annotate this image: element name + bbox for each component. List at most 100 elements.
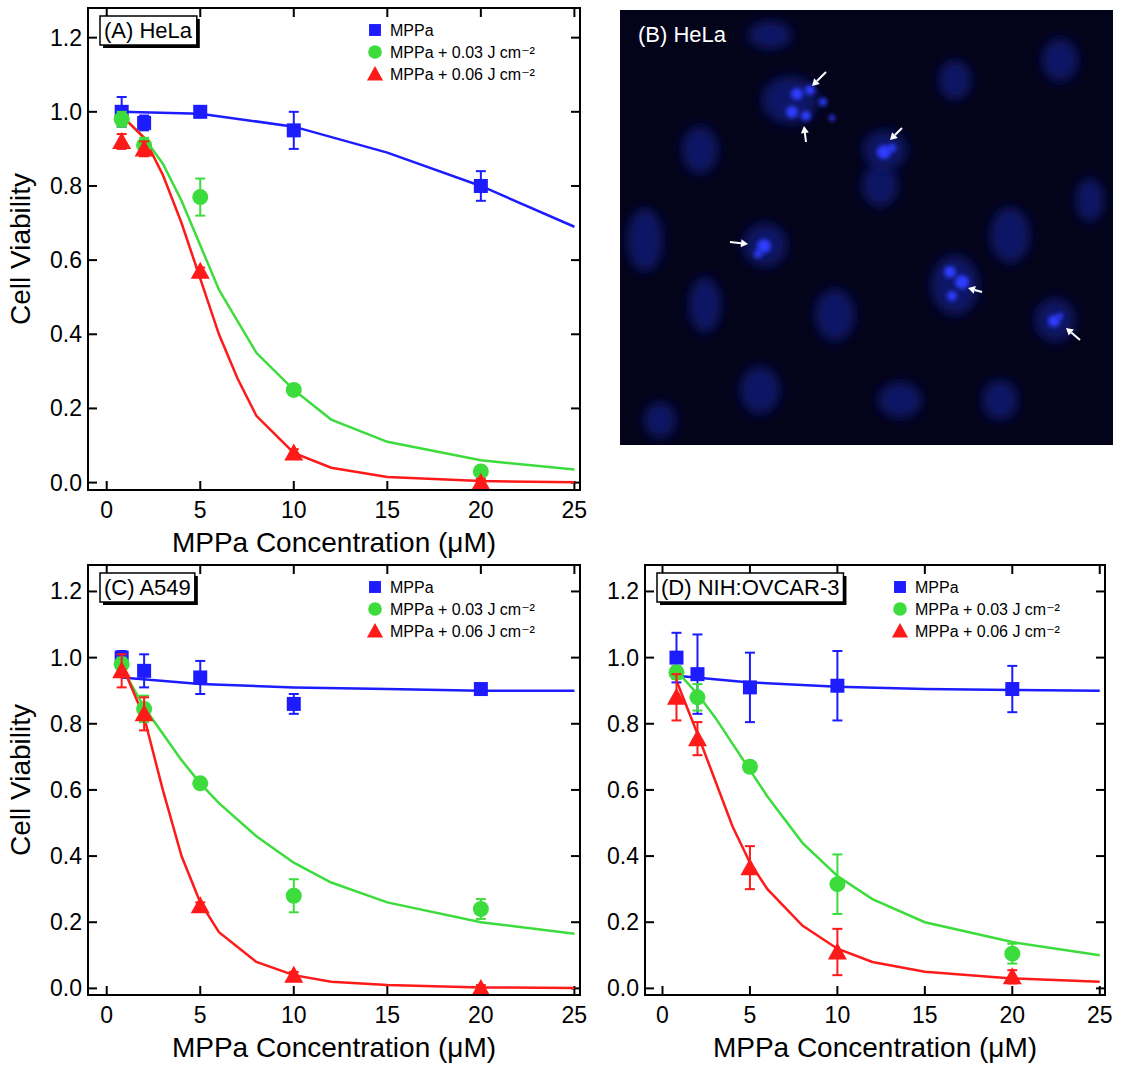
- y-tick-right: [1096, 590, 1105, 592]
- error-bar-cap: [832, 974, 842, 976]
- error-bar-cap: [117, 653, 127, 655]
- error-bar-cap: [1007, 943, 1017, 945]
- apoptotic-body: [786, 106, 798, 118]
- y-tick: [88, 333, 97, 335]
- apoptotic-body: [955, 275, 969, 289]
- y-tick-right: [571, 407, 580, 409]
- plot-area: [112, 97, 574, 490]
- error-bar-cap: [476, 898, 486, 900]
- arrow-head: [1066, 328, 1074, 336]
- error-bar-cap: [1007, 711, 1017, 713]
- fit-line: [676, 671, 1099, 955]
- panel: 05101520250.00.20.40.60.81.01.2MPPa Conc…: [5, 8, 587, 558]
- nucleus: [982, 380, 1018, 420]
- x-tick-label: 5: [194, 1002, 207, 1028]
- error-bar-cap: [139, 686, 149, 688]
- x-tick: [1011, 986, 1013, 995]
- image-content: [620, 10, 1113, 445]
- x-tick-top: [199, 565, 201, 574]
- nucleus: [862, 163, 898, 207]
- arrow-head: [812, 78, 820, 86]
- x-tick-label: 10: [281, 497, 307, 523]
- error-bar-cap: [117, 686, 127, 688]
- y-tick: [645, 723, 654, 725]
- y-tick: [645, 590, 654, 592]
- y-tick: [88, 723, 97, 725]
- data-point: [287, 123, 301, 137]
- nucleus: [1076, 178, 1104, 222]
- plot-area: [667, 633, 1100, 985]
- apoptotic-body: [754, 250, 762, 258]
- error-bar-cap: [692, 754, 702, 756]
- x-tick: [293, 481, 295, 490]
- x-tick-top: [293, 8, 295, 17]
- title-box: [657, 573, 843, 602]
- data-point: [135, 139, 154, 156]
- plot-frame: [88, 565, 580, 995]
- x-tick-top: [386, 565, 388, 574]
- fit-line: [122, 112, 575, 227]
- y-tick-right: [1096, 657, 1105, 659]
- error-bar-cap: [671, 632, 681, 634]
- figure: 05101520250.00.20.40.60.81.01.2MPPa Conc…: [0, 0, 1130, 1070]
- error-bar-cap: [745, 721, 755, 723]
- x-tick-top: [293, 565, 295, 574]
- data-point: [1003, 967, 1022, 984]
- legend-marker: [892, 623, 908, 637]
- legend-label: MPPa + 0.03 J cm⁻²: [390, 44, 536, 61]
- y-tick: [88, 407, 97, 409]
- arrow-shaft: [817, 72, 826, 81]
- y-tick: [645, 855, 654, 857]
- x-tick-label: 20: [1000, 1002, 1026, 1028]
- apoptotic-body: [1057, 313, 1063, 319]
- y-tick-label: 0.8: [607, 711, 639, 737]
- error-bar-cap: [671, 719, 681, 721]
- data-point: [191, 896, 210, 913]
- error-bar-cap: [745, 888, 755, 890]
- y-tick: [88, 789, 97, 791]
- data-point: [193, 670, 207, 684]
- x-tick-top: [386, 8, 388, 17]
- legend: MPPaMPPa + 0.03 J cm⁻²MPPa + 0.06 J cm⁻²: [367, 579, 536, 640]
- data-point: [112, 132, 131, 149]
- data-point: [471, 979, 490, 995]
- y-tick-right: [571, 37, 580, 39]
- x-axis-title: MPPa Concentration (μM): [713, 1032, 1037, 1063]
- arrow-shaft: [730, 242, 741, 243]
- legend-label: MPPa + 0.06 J cm⁻²: [915, 623, 1061, 640]
- legend-marker: [367, 66, 383, 80]
- x-tick-label: 0: [100, 1002, 113, 1028]
- y-tick-label: 0.0: [607, 975, 639, 1001]
- error-bar-cap: [195, 660, 205, 662]
- legend-label: MPPa: [390, 22, 434, 39]
- data-point: [192, 189, 208, 205]
- y-tick-label: 0.0: [50, 470, 82, 496]
- x-tick-top: [1011, 565, 1013, 574]
- error-bar-cap: [832, 928, 842, 930]
- apoptotic-body: [944, 266, 956, 278]
- legend-marker: [369, 581, 381, 593]
- legend-marker: [368, 602, 382, 616]
- apoptotic-body: [947, 291, 957, 301]
- y-tick-label: 0.4: [607, 843, 639, 869]
- fit-line: [122, 664, 575, 988]
- error-bar-cap: [692, 713, 702, 715]
- legend-label: MPPa: [390, 579, 434, 596]
- y-tick-right: [571, 185, 580, 187]
- error-bar-cap: [832, 853, 842, 855]
- error-bar-cap: [139, 653, 149, 655]
- error-bar-cap: [195, 215, 205, 217]
- data-point: [284, 966, 303, 983]
- data-point: [193, 105, 207, 119]
- x-tick-top: [924, 565, 926, 574]
- y-tick-right: [1096, 855, 1105, 857]
- x-tick-label: 15: [375, 1002, 401, 1028]
- apoptotic-body: [801, 111, 811, 121]
- y-tick-label: 0.8: [50, 173, 82, 199]
- data-point: [830, 679, 844, 693]
- y-tick-right: [571, 855, 580, 857]
- nucleus: [1042, 38, 1078, 82]
- error-bar-cap: [289, 148, 299, 150]
- x-tick-label: 15: [912, 1002, 938, 1028]
- nucleus: [689, 277, 721, 333]
